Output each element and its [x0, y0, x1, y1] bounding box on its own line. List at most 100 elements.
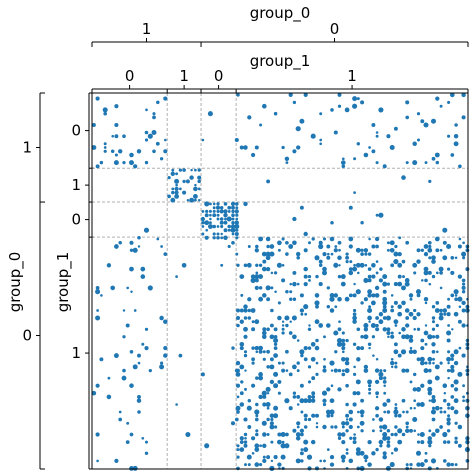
scatter-point — [405, 115, 410, 120]
scatter-point — [281, 368, 286, 373]
scatter-point — [386, 248, 390, 252]
scatter-point — [132, 465, 138, 471]
scatter-point — [439, 286, 443, 290]
scatter-point — [382, 164, 387, 169]
top-outer-tick-label: 0 — [330, 20, 340, 38]
scatter-point — [337, 92, 342, 97]
scatter-point — [220, 236, 224, 240]
scatter-point — [307, 274, 312, 279]
scatter-point — [96, 459, 99, 463]
scatter-point — [461, 323, 466, 328]
scatter-point — [311, 237, 315, 241]
scatter-point — [315, 361, 319, 365]
scatter-point — [141, 436, 145, 440]
scatter-point — [247, 245, 251, 248]
scatter-point — [379, 425, 383, 429]
scatter-point — [122, 134, 126, 138]
scatter-point — [226, 216, 232, 222]
scatter-point — [220, 232, 223, 236]
scatter-point — [207, 224, 213, 229]
scatter-point — [132, 247, 138, 253]
scatter-point — [262, 455, 266, 459]
scatter-point — [262, 432, 267, 437]
scatter-point — [405, 421, 410, 426]
scatter-point — [303, 248, 308, 253]
scatter-point — [304, 312, 308, 316]
scatter-point — [306, 454, 313, 460]
scatter-point — [273, 455, 278, 460]
scatter-point — [416, 312, 421, 317]
scatter-point — [170, 171, 175, 176]
scatter-point — [374, 368, 380, 373]
scatter-point — [231, 346, 235, 350]
scatter-point — [311, 413, 316, 418]
scatter-point — [447, 267, 451, 271]
scatter-point — [341, 421, 346, 426]
scatter-point — [352, 342, 357, 346]
scatter-point — [375, 358, 379, 361]
scatter-point — [259, 123, 263, 127]
scatter-point — [367, 439, 372, 445]
scatter-point — [382, 289, 387, 294]
scatter-point — [137, 245, 141, 248]
scatter-point — [364, 252, 368, 256]
scatter-point — [386, 443, 391, 448]
scatter-point — [457, 319, 462, 324]
scatter-point — [171, 190, 175, 195]
scatter-point — [255, 350, 259, 354]
scatter-point — [382, 316, 387, 320]
scatter-point — [345, 252, 349, 256]
scatter-point — [274, 425, 278, 429]
scatter-point — [428, 444, 432, 448]
scatter-point — [129, 266, 134, 272]
scatter-point — [273, 413, 279, 419]
scatter-point — [382, 281, 388, 287]
scatter-point — [431, 349, 436, 354]
scatter-point — [447, 297, 451, 301]
scatter-point — [363, 152, 369, 158]
scatter-point — [404, 428, 410, 434]
scatter-point — [375, 131, 379, 134]
scatter-point — [300, 353, 304, 358]
scatter-point — [413, 328, 416, 331]
scatter-point — [289, 297, 293, 301]
scatter-point — [243, 334, 248, 339]
scatter-point — [423, 330, 429, 336]
scatter-point — [341, 342, 346, 347]
scatter-point — [330, 220, 334, 225]
scatter-point — [299, 349, 305, 355]
scatter-point — [367, 293, 372, 298]
scatter-point — [408, 349, 414, 355]
scatter-point — [340, 281, 346, 287]
scatter-point — [273, 337, 279, 344]
scatter-point — [323, 459, 326, 463]
scatter-point — [431, 327, 436, 331]
scatter-point — [219, 209, 224, 214]
scatter-point — [243, 440, 248, 444]
scatter-point — [353, 191, 356, 194]
scatter-point — [360, 220, 364, 225]
scatter-point — [349, 436, 353, 440]
scatter-point — [296, 369, 300, 373]
scatter-point — [454, 436, 458, 440]
scatter-point — [432, 357, 435, 361]
scatter-point — [355, 262, 361, 268]
scatter-point — [453, 349, 459, 355]
scatter-point — [401, 432, 406, 437]
scatter-point — [319, 112, 323, 116]
scatter-point — [417, 138, 420, 142]
top-inner-tick-label: 1 — [179, 67, 189, 85]
scatter-point — [273, 405, 279, 411]
scatter-point — [106, 394, 112, 400]
scatter-point — [427, 439, 433, 445]
scatter-point — [133, 164, 138, 169]
scatter-point — [307, 417, 312, 422]
scatter-point — [424, 161, 428, 165]
scatter-point — [451, 328, 454, 331]
scatter-point — [251, 320, 255, 324]
scatter-point — [231, 220, 235, 225]
scatter-point — [137, 410, 141, 414]
scatter-point — [246, 405, 252, 411]
scatter-point — [95, 96, 100, 101]
scatter-point — [295, 432, 301, 437]
